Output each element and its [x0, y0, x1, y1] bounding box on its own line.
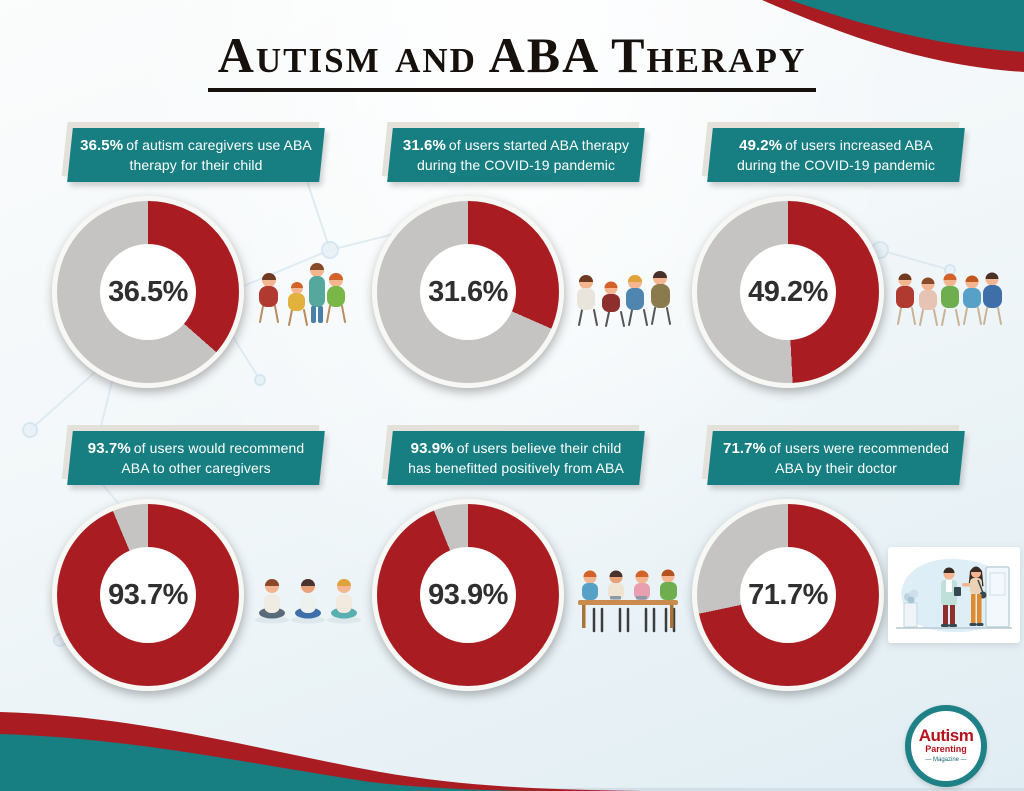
children-meditating-illustration [255, 579, 361, 624]
stat-banner-6: 71.7% of users were recommended ABA by th… [707, 431, 965, 485]
stat-banner-text: 93.7% of users would recommend ABA to oth… [70, 432, 322, 484]
group-discussion-illustration [577, 271, 671, 327]
stat-percentage: 31.6% [402, 137, 446, 155]
stat-banner-3: 49.2% of users increased ABA during the C… [707, 128, 965, 182]
donut-center-label: 93.7% [108, 578, 188, 611]
stat-banner-text: 36.5% of autism caregivers use ABA therap… [70, 129, 322, 181]
chart-row: 71.7% [692, 499, 1022, 691]
children-at-table-illustration [578, 569, 678, 633]
stat-banner-text: 71.7% of users were recommended ABA by th… [710, 432, 962, 484]
donut-chart-1: 36.5% [52, 196, 244, 388]
donut-center-label: 93.9% [428, 578, 508, 611]
support-group-circle-illustration [259, 263, 346, 326]
donut-center: 49.2% [740, 244, 836, 340]
logo-text-autism: Autism [918, 726, 974, 746]
donut-chart-5: 93.9% [372, 499, 564, 691]
magazine-logo: Autism Parenting — Magazine — [905, 705, 987, 787]
donut-center: 36.5% [100, 244, 196, 340]
stat-banner-1: 36.5% of autism caregivers use ABA therap… [67, 128, 325, 182]
stat-percentage: 49.2% [739, 137, 783, 155]
stat-card-4: 93.7% of users would recommend ABA to oth… [52, 431, 382, 691]
donut-center-label: 49.2% [748, 275, 828, 308]
logo-text-parenting: Parenting [925, 744, 967, 755]
donut-chart-3: 49.2% [692, 196, 884, 388]
donut-center-label: 71.7% [748, 578, 828, 611]
donut-chart-4: 93.7% [52, 499, 244, 691]
group-meeting-chairs-illustration [896, 272, 1002, 326]
stat-card-2: 31.6% of users started ABA therapy during… [372, 128, 702, 388]
donut-chart-6: 71.7% [692, 499, 884, 691]
stat-card-3: 49.2% of users increased ABA during the C… [692, 128, 1022, 388]
bottom-left-wave-red [0, 712, 650, 791]
chart-row: 93.9% [372, 499, 702, 691]
donut-center: 71.7% [740, 547, 836, 643]
stat-percentage: 71.7% [723, 440, 767, 458]
donut-chart-2: 31.6% [372, 196, 564, 388]
logo-text-magazine: — Magazine — [925, 757, 967, 764]
stat-description: of users were recommended ABA by their d… [769, 440, 949, 476]
stat-percentage: 36.5% [80, 137, 124, 155]
page-title: Autism and ABA Therapy [0, 26, 1024, 92]
stat-banner-text: 49.2% of users increased ABA during the C… [710, 129, 962, 181]
stat-banner-5: 93.9% of users believe their child has be… [387, 431, 645, 485]
stat-card-6: 71.7% of users were recommended ABA by th… [692, 431, 1022, 691]
stat-description: of users would recommend ABA to other ca… [121, 440, 305, 476]
chart-row: 93.7% [52, 499, 382, 691]
donut-center: 93.7% [100, 547, 196, 643]
donut-center: 93.9% [420, 547, 516, 643]
page-title-text: Autism and ABA Therapy [207, 26, 817, 92]
stat-banner-4: 93.7% of users would recommend ABA to oth… [67, 431, 325, 485]
donut-center: 31.6% [420, 244, 516, 340]
bottom-left-wave-teal [0, 734, 570, 791]
stat-banner-text: 93.9% of users believe their child has be… [390, 432, 642, 484]
chart-row: 49.2% [692, 196, 1022, 388]
donut-center-label: 36.5% [108, 275, 188, 308]
stat-description: of autism caregivers use ABA therapy for… [126, 137, 312, 173]
doctor-consultation-illustration [888, 547, 1020, 643]
stat-card-1: 36.5% of autism caregivers use ABA therap… [52, 128, 382, 388]
stat-banner-text: 31.6% of users started ABA therapy during… [390, 129, 642, 181]
chart-row: 36.5% [52, 196, 382, 388]
stat-percentage: 93.7% [87, 440, 131, 458]
stat-card-5: 93.9% of users believe their child has be… [372, 431, 702, 691]
stat-percentage: 93.9% [410, 440, 454, 458]
chart-row: 31.6% [372, 196, 702, 388]
donut-center-label: 31.6% [428, 275, 508, 308]
stat-description: of users started ABA therapy during the … [416, 137, 630, 173]
stat-banner-2: 31.6% of users started ABA therapy during… [387, 128, 645, 182]
